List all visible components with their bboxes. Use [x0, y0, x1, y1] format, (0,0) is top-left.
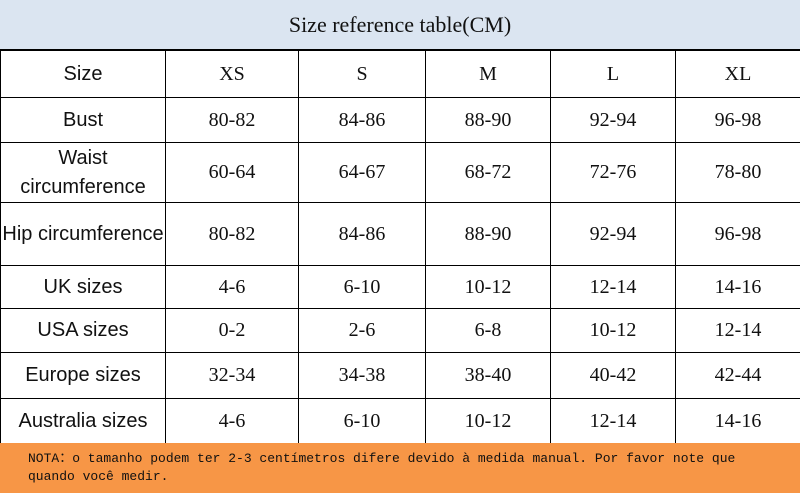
cell: 40-42: [550, 352, 676, 399]
cell: 10-12: [550, 308, 676, 353]
cell: 88-90: [425, 202, 551, 266]
cell: 72-76: [550, 142, 676, 203]
cell: 88-90: [425, 97, 551, 143]
cell: 10-12: [425, 398, 551, 444]
cell: 4-6: [165, 265, 299, 309]
cell: 84-86: [298, 97, 426, 143]
size-table: Size XS S M L XL Bust 80-82 84-86 88-90 92-94 96-98…: [0, 50, 800, 444]
cell: 64-67: [298, 142, 426, 203]
cell: 12-14: [550, 265, 676, 309]
row-label: USA sizes: [0, 308, 166, 353]
cell: 80-82: [165, 202, 299, 266]
cell: 38-40: [425, 352, 551, 399]
header-cell: M: [425, 50, 551, 98]
table-row: Australia sizes 4-6 6-10 10-12 12-14 14-16: [0, 398, 800, 444]
cell: 80-82: [165, 97, 299, 143]
table-row: Hip circumference 80-82 84-86 88-90 92-94 96-…: [0, 202, 800, 266]
cell: 42-44: [675, 352, 800, 399]
cell: 92-94: [550, 97, 676, 143]
table-row: UK sizes 4-6 6-10 10-12 12-14 14-16: [0, 265, 800, 309]
row-label: Bust: [0, 97, 166, 143]
row-label: Hip circumference: [0, 202, 166, 266]
table-row: Europe sizes 32-34 34-38 38-40 40-42 42-44: [0, 352, 800, 399]
cell: 84-86: [298, 202, 426, 266]
cell: 4-6: [165, 398, 299, 444]
cell: 12-14: [675, 308, 800, 353]
row-label: Australia sizes: [0, 398, 166, 444]
cell: 32-34: [165, 352, 299, 399]
cell: 68-72: [425, 142, 551, 203]
cell: 34-38: [298, 352, 426, 399]
header-cell: Size: [0, 50, 166, 98]
cell: 6-8: [425, 308, 551, 353]
cell: 0-2: [165, 308, 299, 353]
header-cell: XS: [165, 50, 299, 98]
cell: 92-94: [550, 202, 676, 266]
row-label: Waist circumference: [0, 142, 166, 203]
cell: 14-16: [675, 398, 800, 444]
table-title: Size reference table(CM): [0, 0, 800, 50]
header-cell: L: [550, 50, 676, 98]
header-cell: XL: [675, 50, 800, 98]
header-cell: S: [298, 50, 426, 98]
cell: 78-80: [675, 142, 800, 203]
cell: 60-64: [165, 142, 299, 203]
cell: 96-98: [675, 202, 800, 266]
row-label: Europe sizes: [0, 352, 166, 399]
cell: 6-10: [298, 265, 426, 309]
table-row: Waist circumference 60-64 64-67 68-72 72-76 7…: [0, 142, 800, 203]
cell: 10-12: [425, 265, 551, 309]
cell: 6-10: [298, 398, 426, 444]
cell: 2-6: [298, 308, 426, 353]
cell: 14-16: [675, 265, 800, 309]
table-row: USA sizes 0-2 2-6 6-8 10-12 12-14: [0, 308, 800, 353]
table-row: Bust 80-82 84-86 88-90 92-94 96-98: [0, 97, 800, 143]
header-row: Size XS S M L XL: [0, 50, 800, 98]
row-label: UK sizes: [0, 265, 166, 309]
cell: 96-98: [675, 97, 800, 143]
cell: 12-14: [550, 398, 676, 444]
note: NOTA：o tamanho podem ter 2-3 centímetros…: [0, 443, 800, 493]
